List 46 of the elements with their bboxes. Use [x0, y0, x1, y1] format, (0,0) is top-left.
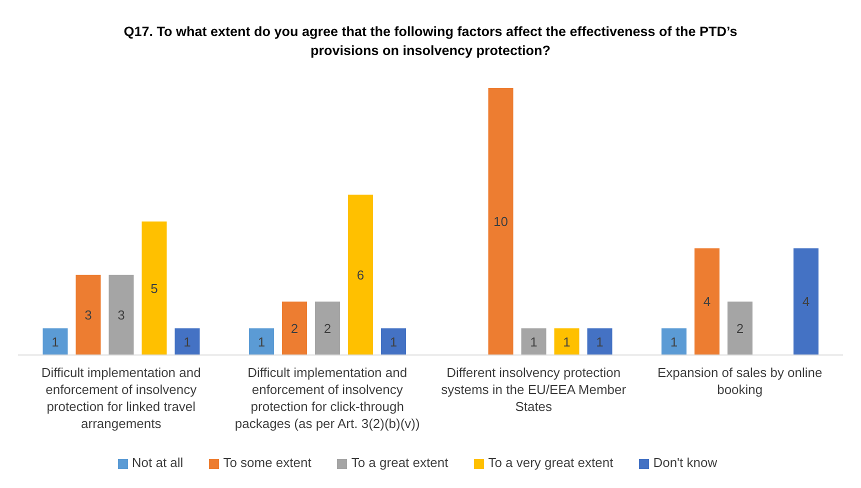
data-label: 1 — [530, 334, 538, 350]
bar — [174, 328, 200, 355]
bar — [488, 88, 514, 355]
data-label: 1 — [563, 334, 570, 350]
data-label: 2 — [290, 320, 298, 336]
data-label: 10 — [494, 214, 508, 230]
bar — [249, 328, 274, 355]
bar — [728, 302, 752, 355]
bar — [42, 328, 68, 355]
legend-label: To a very great extent — [488, 455, 614, 470]
legend-label: Don't know — [653, 455, 718, 470]
legend-label: To a great extent — [351, 455, 448, 470]
bar — [587, 328, 612, 355]
bar — [554, 328, 580, 355]
bar — [348, 194, 373, 355]
legend-label: Not at all — [132, 455, 184, 470]
data-label: 1 — [390, 334, 398, 350]
data-label: 1 — [52, 334, 59, 350]
x-tick-label: Expansion of sales by online booking — [657, 365, 822, 397]
data-label: 4 — [703, 294, 711, 310]
data-label: 4 — [802, 294, 810, 310]
data-label: 5 — [150, 280, 158, 296]
x-tick-label: Different insolvency protection systems in the EU/EEA Member States — [441, 365, 627, 414]
bar — [381, 328, 406, 355]
x-tick-label: Difficult implementation and enforcement of insolvency protection for click-through packages (as per Art. 3(2)(b)(v)) — [234, 365, 420, 431]
bar — [282, 302, 307, 355]
bar — [794, 248, 818, 355]
bar — [662, 328, 686, 355]
data-label: 1 — [184, 334, 191, 350]
bar — [694, 248, 720, 355]
data-label: 6 — [356, 268, 364, 283]
bar — [76, 274, 101, 355]
data-label: 3 — [118, 308, 125, 323]
bar — [108, 274, 134, 355]
data-label: 1 — [596, 334, 604, 350]
bar — [521, 328, 546, 355]
bar — [315, 302, 340, 355]
legend-label: To some extent — [223, 455, 312, 470]
x-tick-label: Difficult implementation and enforcement of insolvency protection for linked travel arrangements — [41, 365, 201, 431]
bar — [142, 222, 167, 355]
data-label: 3 — [84, 308, 92, 323]
data-label: 1 — [670, 334, 678, 350]
data-label: 2 — [324, 320, 332, 336]
chart-title: Q17. To what extent do you agree that the following factors affect the effectiveness of the PTD’s provisions on insolvency protection? — [122, 23, 738, 60]
data-label: 2 — [736, 320, 744, 336]
data-label: 1 — [258, 334, 266, 350]
